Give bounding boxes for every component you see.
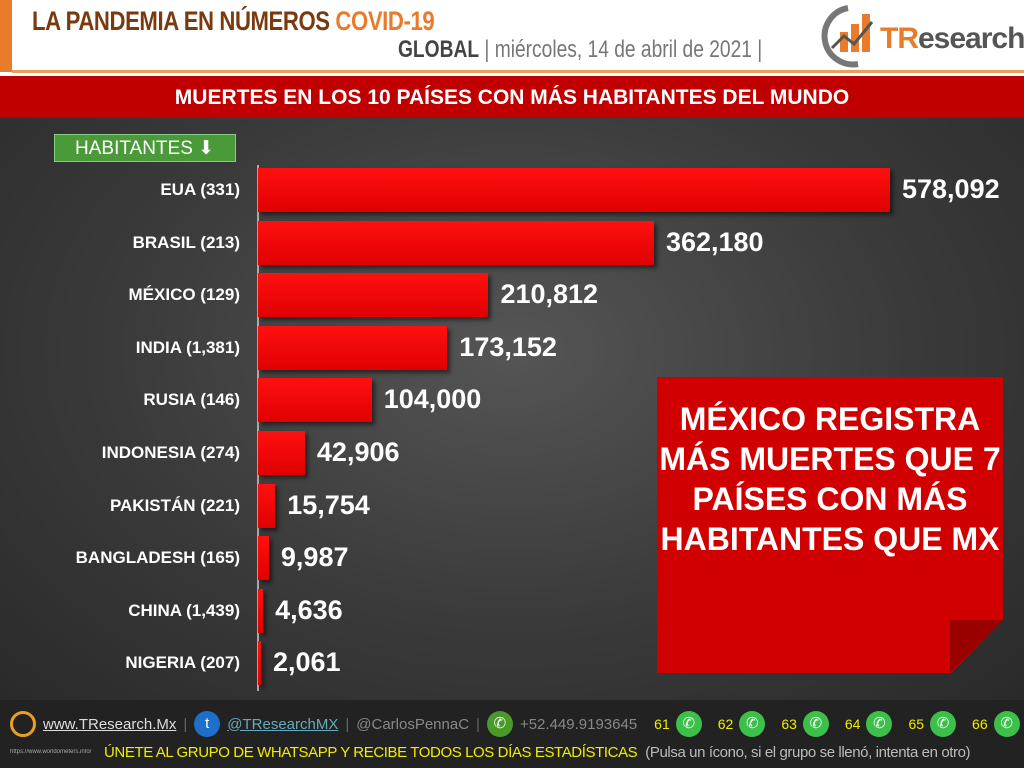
footer xyxy=(0,700,1024,768)
group-number: 62 xyxy=(717,716,734,732)
bar xyxy=(258,431,305,475)
whatsapp-icon[interactable]: ✆ xyxy=(866,711,893,737)
bar xyxy=(258,220,654,265)
bar xyxy=(258,273,489,318)
title-accent: COVID-19 xyxy=(335,6,435,36)
bar xyxy=(258,483,276,528)
group-number: 64 xyxy=(844,716,861,732)
logo: TResearch xyxy=(818,2,1024,68)
author-handle: @CarlosPennaC xyxy=(356,715,470,733)
website-link[interactable]: www.TResearch.Mx xyxy=(43,715,177,733)
whatsapp-groups: 61 ✆ 62 ✆ 63 ✆ 64 ✆ 65 ✆ 66 ✆ xyxy=(644,711,1020,737)
phone-number: +52.449.9193645 xyxy=(519,715,638,733)
whatsapp-cta: ÚNETE AL GRUPO DE WHATSAPP Y RECIBE TODO… xyxy=(104,743,638,761)
bar xyxy=(258,168,890,212)
accent-stripe xyxy=(0,0,12,72)
category-label: INDIA (1,381) xyxy=(135,337,240,357)
category-label: CHINA (1,439) xyxy=(128,600,240,620)
value-label: 42,906 xyxy=(316,437,400,467)
separator: | xyxy=(476,715,480,733)
category-label: INDONESIA (274) xyxy=(101,443,240,462)
date: miércoles, 14 de abril de 2021 xyxy=(494,36,752,63)
separator: | xyxy=(345,715,350,733)
whatsapp-icon[interactable]: ✆ xyxy=(675,711,702,737)
value-label: 210,812 xyxy=(500,279,599,310)
sort-label: HABITANTES xyxy=(75,138,193,159)
group-number: 63 xyxy=(781,716,797,732)
header-divider xyxy=(12,70,1024,73)
value-label: 15,754 xyxy=(287,489,370,520)
bar xyxy=(258,325,448,370)
bar xyxy=(258,378,372,423)
whatsapp-icon[interactable]: ✆ xyxy=(802,711,829,737)
category-label: RUSIA (146) xyxy=(143,390,240,410)
whatsapp-icon[interactable]: ✆ xyxy=(739,711,766,737)
callout-box: MÉXICO REGISTRA MÁS MUERTES QUE 7 PAÍSES… xyxy=(657,377,1003,673)
logo-chart-icon xyxy=(821,5,874,68)
value-label: 362,180 xyxy=(665,226,764,257)
subtitle: GLOBAL | miércoles, 14 de abril de 2021 … xyxy=(398,36,763,63)
value-label: 2,061 xyxy=(273,647,341,678)
header: LA PANDEMIA EN NÚMEROS COVID-19 GLOBAL |… xyxy=(0,0,1024,74)
separator: | xyxy=(183,715,188,733)
category-label: MÉXICO (129) xyxy=(128,285,240,305)
group-number: 66 xyxy=(972,716,988,732)
value-label: 578,092 xyxy=(902,174,1000,204)
footer-cta-row: https://www.worldometers.info/ ÚNETE AL … xyxy=(10,742,1020,762)
whatsapp-icon[interactable]: ✆ xyxy=(993,711,1020,737)
sort-habitantes-button[interactable]: HABITANTES ⬇ xyxy=(54,134,236,162)
page-title: LA PANDEMIA EN NÚMEROS COVID-19 xyxy=(32,6,435,37)
bar xyxy=(258,641,261,686)
twitter-link[interactable]: @TResearchMX xyxy=(227,715,339,733)
group-number: 61 xyxy=(654,716,670,732)
value-label: 9,987 xyxy=(280,542,349,573)
group-number: 65 xyxy=(908,716,925,732)
value-label: 4,636 xyxy=(275,594,343,625)
axis-line xyxy=(257,165,259,691)
value-label: 173,152 xyxy=(459,331,557,362)
title-text: LA PANDEMIA EN NÚMEROS xyxy=(32,6,330,36)
value-label: 104,000 xyxy=(383,384,482,415)
phone-icon: ✆ xyxy=(486,711,513,737)
category-label: EUA (331) xyxy=(160,180,240,199)
bar xyxy=(258,536,269,581)
source-url[interactable]: https://www.worldometers.info/ xyxy=(10,749,92,755)
bar xyxy=(258,588,264,633)
arrow-down-circle-icon: ⬇ xyxy=(192,138,215,159)
category-label: BANGLADESH (165) xyxy=(75,548,240,568)
chart-title-banner: MUERTES EN LOS 10 PAÍSES CON MÁS HABITAN… xyxy=(0,76,1024,118)
globe-icon xyxy=(10,711,36,737)
whatsapp-icon[interactable]: ✆ xyxy=(930,711,957,737)
scope: GLOBAL xyxy=(398,36,480,63)
twitter-icon[interactable]: t xyxy=(194,711,221,737)
category-label: NIGERIA (207) xyxy=(125,653,240,673)
whatsapp-note: (Pulsa un ícono, si el grupo se llenó, i… xyxy=(645,743,971,761)
category-label: BRASIL (213) xyxy=(132,232,240,252)
category-label: PAKISTÁN (221) xyxy=(109,495,240,515)
footer-links-row: www.TResearch.Mx | t @TResearchMX | @Car… xyxy=(10,710,1020,738)
